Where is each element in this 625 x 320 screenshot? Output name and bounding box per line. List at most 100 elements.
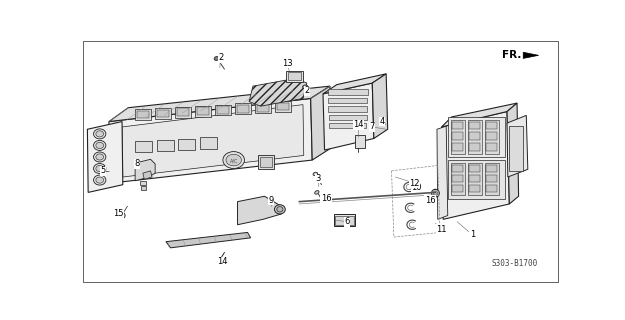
Bar xyxy=(451,163,465,196)
Bar xyxy=(277,103,289,110)
Ellipse shape xyxy=(94,129,106,139)
Bar xyxy=(286,71,303,82)
Bar xyxy=(135,109,151,120)
Text: S303-B1700: S303-B1700 xyxy=(492,259,538,268)
Text: 13: 13 xyxy=(282,59,293,68)
Circle shape xyxy=(121,214,124,217)
Polygon shape xyxy=(437,126,448,219)
Bar xyxy=(356,135,364,148)
Bar xyxy=(468,163,482,196)
Bar xyxy=(469,185,480,192)
Text: 9: 9 xyxy=(268,196,273,204)
Ellipse shape xyxy=(94,175,106,185)
Bar xyxy=(486,175,497,182)
Bar xyxy=(452,165,463,172)
Circle shape xyxy=(432,189,439,197)
Text: 2: 2 xyxy=(218,53,223,62)
Bar xyxy=(137,111,149,118)
Bar xyxy=(469,122,480,129)
Bar xyxy=(452,143,463,151)
Bar xyxy=(288,72,301,80)
Bar xyxy=(486,185,497,192)
Polygon shape xyxy=(122,105,304,177)
Text: 6: 6 xyxy=(344,217,349,226)
Text: 1: 1 xyxy=(470,230,475,239)
Bar xyxy=(469,143,480,151)
Text: 11: 11 xyxy=(436,225,447,234)
Bar xyxy=(275,101,291,112)
Bar xyxy=(155,108,171,119)
Bar xyxy=(157,110,169,117)
Bar xyxy=(452,185,463,192)
Bar xyxy=(328,98,367,103)
Bar xyxy=(451,120,465,154)
Polygon shape xyxy=(442,112,509,219)
Bar xyxy=(486,165,497,172)
Circle shape xyxy=(433,191,437,196)
Bar xyxy=(177,108,189,116)
Text: 2: 2 xyxy=(304,86,309,95)
Ellipse shape xyxy=(94,152,106,162)
Polygon shape xyxy=(166,232,251,248)
Polygon shape xyxy=(442,103,517,127)
Ellipse shape xyxy=(315,191,319,194)
Bar xyxy=(469,175,480,182)
Text: 7: 7 xyxy=(369,123,375,132)
Text: 12: 12 xyxy=(409,179,420,188)
Bar xyxy=(336,215,354,225)
Text: 4: 4 xyxy=(379,117,385,126)
Ellipse shape xyxy=(96,131,104,137)
Polygon shape xyxy=(135,159,155,181)
Bar xyxy=(200,137,217,149)
Text: 14: 14 xyxy=(353,120,364,129)
Text: 16: 16 xyxy=(425,196,436,204)
Bar xyxy=(140,181,146,186)
Circle shape xyxy=(215,57,218,60)
Bar xyxy=(469,165,480,172)
Bar xyxy=(486,132,497,140)
Text: 14: 14 xyxy=(217,257,227,266)
Polygon shape xyxy=(218,258,225,265)
Text: 8: 8 xyxy=(134,159,139,168)
Bar xyxy=(260,157,272,167)
Bar xyxy=(452,122,463,129)
Ellipse shape xyxy=(274,205,285,214)
Polygon shape xyxy=(249,78,307,106)
Bar xyxy=(197,107,209,115)
Bar xyxy=(509,126,523,171)
Polygon shape xyxy=(507,103,519,204)
Bar xyxy=(486,143,497,151)
Polygon shape xyxy=(143,171,152,179)
Ellipse shape xyxy=(313,172,318,176)
Polygon shape xyxy=(238,196,281,225)
Bar xyxy=(328,106,367,112)
Bar xyxy=(135,141,152,152)
Bar xyxy=(334,214,356,226)
Circle shape xyxy=(119,212,125,219)
Bar xyxy=(215,105,231,116)
Ellipse shape xyxy=(96,154,104,160)
Polygon shape xyxy=(507,116,528,177)
Text: 10: 10 xyxy=(411,182,421,191)
Ellipse shape xyxy=(277,207,283,212)
Text: 16: 16 xyxy=(321,194,331,203)
Ellipse shape xyxy=(226,154,241,166)
Bar xyxy=(257,104,269,112)
Polygon shape xyxy=(311,86,331,160)
Polygon shape xyxy=(323,74,386,94)
Bar xyxy=(328,89,367,95)
Ellipse shape xyxy=(96,142,104,148)
Ellipse shape xyxy=(426,196,431,198)
Polygon shape xyxy=(323,83,374,150)
Ellipse shape xyxy=(96,165,104,172)
Polygon shape xyxy=(109,99,312,183)
Bar xyxy=(141,186,146,190)
Ellipse shape xyxy=(214,56,219,60)
Bar xyxy=(217,106,229,114)
Bar xyxy=(255,102,271,113)
Bar xyxy=(486,122,497,129)
Bar xyxy=(175,107,191,118)
Bar xyxy=(452,175,463,182)
Bar xyxy=(448,160,506,198)
Bar xyxy=(235,103,251,114)
